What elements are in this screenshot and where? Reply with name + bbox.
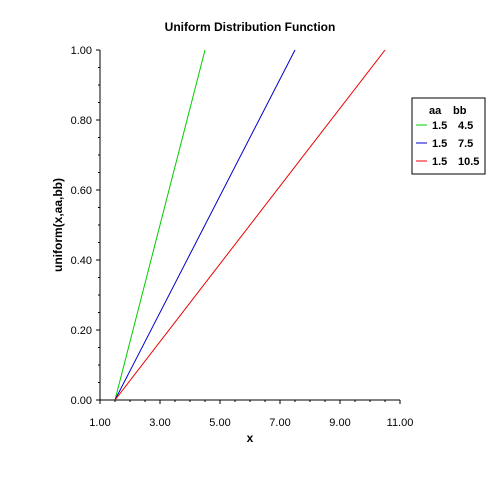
legend-header-bb: bb	[453, 105, 467, 117]
x-tick-label: 3.00	[149, 417, 170, 429]
series-line-2	[114, 49, 296, 401]
legend: aa bb 1.5 4.5 1.5 7.5 1.5 10.5	[411, 97, 486, 175]
x-axis-title: x	[247, 431, 254, 445]
x-tick-label: 11.00	[387, 417, 414, 429]
x-tick-label: 1.00	[89, 417, 110, 429]
y-tick-label: 0.40	[71, 255, 92, 267]
y-tick-label: 0.20	[71, 325, 92, 337]
legend-bb-2: 7.5	[458, 138, 473, 150]
legend-aa-3: 1.5	[432, 156, 447, 168]
y-axis-title: uniform(x,aa,bb)	[51, 178, 65, 272]
legend-header-aa: aa	[429, 105, 442, 117]
x-tick-label: 9.00	[329, 417, 350, 429]
y-tick-label: 1.00	[71, 45, 92, 57]
series-lines	[114, 49, 386, 401]
x-tick-label: 5.00	[209, 417, 230, 429]
y-axis-ticks: 0.00 0.20 0.40 0.60 0.80 1.00	[71, 45, 100, 407]
x-axis-ticks: 1.00 3.00 5.00 7.00 9.00 11.00	[89, 400, 413, 429]
legend-aa-1: 1.5	[432, 120, 447, 132]
y-tick-label: 0.00	[71, 395, 92, 407]
x-tick-label: 7.00	[269, 417, 290, 429]
y-tick-label: 0.80	[71, 115, 92, 127]
y-tick-label: 0.60	[71, 185, 92, 197]
chart-title: Uniform Distribution Function	[165, 20, 336, 34]
series-line-3	[114, 49, 386, 401]
legend-aa-2: 1.5	[432, 138, 447, 150]
legend-bb-3: 10.5	[458, 156, 479, 168]
legend-bb-1: 4.5	[458, 120, 473, 132]
series-line-1	[114, 49, 206, 401]
plot-area: 1.00 3.00 5.00 7.00 9.00 11.00 0.000.200.400.…	[71, 45, 414, 429]
legend-entries: 1.5 4.5 1.5 7.5 1.5 10.5	[416, 120, 479, 168]
